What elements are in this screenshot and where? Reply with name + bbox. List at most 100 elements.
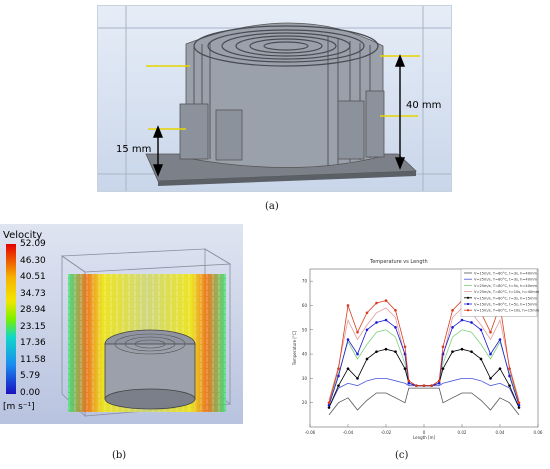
legend-marker-6 xyxy=(466,309,470,312)
velocity-tick-8: 5.79 xyxy=(20,371,41,381)
series-6-point-19 xyxy=(489,330,492,334)
velocity-tick-1: 46.30 xyxy=(20,255,46,266)
x-tick-label-4: 0.02 xyxy=(458,430,467,435)
legend-label-1: V=25m/s, T=80°C, t=3s, h=40mm xyxy=(474,278,538,282)
series-4-point-8 xyxy=(403,367,407,370)
legend-label-0: V=15m/s, T=80°C, t=3s, h=40mm xyxy=(474,272,538,276)
series-6-point-21 xyxy=(508,367,511,370)
series-6-point-8 xyxy=(403,345,407,349)
heat-sink-model-illustration xyxy=(98,6,451,191)
series-4-point-5 xyxy=(375,350,378,353)
x-axis-label: Length [m] xyxy=(413,435,436,440)
y-tick-label-4: 60 xyxy=(302,303,308,308)
series-5-point-16 xyxy=(460,318,464,322)
caption-b: (b) xyxy=(112,450,127,461)
series-5-point-17 xyxy=(470,321,473,324)
series-5-point-5 xyxy=(375,321,378,324)
series-6-point-7 xyxy=(394,309,397,312)
series-6-point-3 xyxy=(356,330,359,334)
legend-label-3: V=25m/s, T=80°C, t=10s, h=40mm xyxy=(474,290,540,294)
series-4-point-17 xyxy=(470,350,473,353)
series-5-point-7 xyxy=(394,326,397,329)
series-4-point-18 xyxy=(479,357,483,361)
legend-marker-5 xyxy=(466,302,470,306)
series-5-point-3 xyxy=(356,352,359,356)
caption-c: (c) xyxy=(395,450,409,461)
series-4-point-14 xyxy=(441,367,445,370)
series-5-point-22 xyxy=(517,403,521,407)
series-6-point-9 xyxy=(407,379,411,383)
series-6-point-11 xyxy=(422,384,426,387)
series-6-point-5 xyxy=(375,301,378,305)
series-5-point-15 xyxy=(451,326,454,329)
series-5-point-2 xyxy=(346,338,350,341)
legend-label-2: V=25m/s, T=80°C, t=5s, h=40mm xyxy=(474,284,538,288)
velocity-tick-0: 52.09 xyxy=(20,239,46,249)
dimension-15mm-label: 15 mm xyxy=(116,144,152,155)
series-4-point-6 xyxy=(384,347,388,351)
velocity-tick-9: 0.00 xyxy=(20,387,41,398)
series-6-point-4 xyxy=(365,311,369,315)
series-6-point-10 xyxy=(415,384,418,387)
x-tick-label-6: 0.06 xyxy=(534,430,543,435)
series-4-point-4 xyxy=(365,357,369,361)
velocity-field-panel: Velocity 52.09 46.30 40.51 34.73 28.94 23.15 1… xyxy=(0,224,243,424)
x-tick-label-0: -0.06 xyxy=(305,430,316,435)
velocity-tick-7: 11.58 xyxy=(20,354,46,365)
series-5-point-6 xyxy=(384,318,388,322)
series-4-point-19 xyxy=(489,377,492,380)
series-5-point-13 xyxy=(437,381,441,385)
x-tick-label-5: 0.04 xyxy=(496,430,505,435)
legend-label-5: V=15m/s, T=80°C, t=5s, h=15mm xyxy=(474,303,538,307)
x-tick-label-3: 0 xyxy=(423,430,426,435)
velocity-tick-5: 23.15 xyxy=(20,321,46,332)
series-5-point-4 xyxy=(365,328,369,332)
legend-label-6: V=15m/s, T=80°C, t=10s, h=15mm xyxy=(474,309,540,313)
series-5-point-21 xyxy=(508,374,511,378)
chart-title: Temperature vs Length xyxy=(370,259,428,265)
series-5-point-0 xyxy=(327,403,331,407)
series-6-point-12 xyxy=(430,384,433,387)
series-6-point-22 xyxy=(517,401,521,404)
series-6-point-13 xyxy=(437,379,441,383)
y-tick-label-5: 70 xyxy=(302,279,308,284)
legend-label-4: V=15m/s, T=80°C, t=3s, h=15mm xyxy=(474,296,538,300)
series-line-0 xyxy=(328,387,520,416)
velocity-tick-3: 34.73 xyxy=(20,288,46,299)
series-5-point-20 xyxy=(498,338,502,341)
series-6-point-14 xyxy=(441,345,445,349)
series-4-point-2 xyxy=(346,367,350,370)
velocity-colorbar xyxy=(6,244,16,394)
series-4-point-7 xyxy=(394,350,397,353)
y-tick-label-1: 30 xyxy=(302,376,308,381)
velocity-tick-6: 17.36 xyxy=(20,338,46,348)
temperature-chart-panel: Temperature vs Length 20 30 40 50 60 70 -0.06 -… xyxy=(274,247,550,441)
y-tick-label-3: 50 xyxy=(302,327,308,332)
series-4-point-3 xyxy=(356,377,359,380)
series-5-point-18 xyxy=(479,328,483,332)
series-6-point-1 xyxy=(337,367,340,370)
series-4-point-20 xyxy=(498,367,502,370)
series-4-point-0 xyxy=(327,406,331,409)
velocity-vector-illustration xyxy=(6,244,232,417)
y-tick-label-0: 20 xyxy=(302,400,308,405)
series-6-point-2 xyxy=(346,304,350,307)
series-5-point-1 xyxy=(337,374,340,378)
series-6-point-6 xyxy=(384,299,388,302)
dimension-40mm-label: 40 mm xyxy=(406,100,442,111)
model-render-panel: 40 mm 15 mm xyxy=(97,5,452,192)
series-4-point-21 xyxy=(508,384,511,387)
legend-box xyxy=(460,268,538,317)
y-tick-label-2: 40 xyxy=(302,352,308,357)
caption-a: (a) xyxy=(265,201,279,212)
y-axis-label: Temperature [°C] xyxy=(292,330,297,366)
x-tick-label-2: -0.02 xyxy=(381,430,392,435)
series-4-point-1 xyxy=(337,384,340,387)
velocity-legend-title: Velocity xyxy=(3,230,43,241)
velocity-tick-2: 40.51 xyxy=(20,272,46,282)
velocity-tick-4: 28.94 xyxy=(20,305,46,315)
velocity-unit-label: [m s⁻¹] xyxy=(3,402,35,412)
series-6-point-15 xyxy=(451,309,454,312)
series-5-point-19 xyxy=(489,352,492,356)
series-4-point-15 xyxy=(451,350,454,353)
